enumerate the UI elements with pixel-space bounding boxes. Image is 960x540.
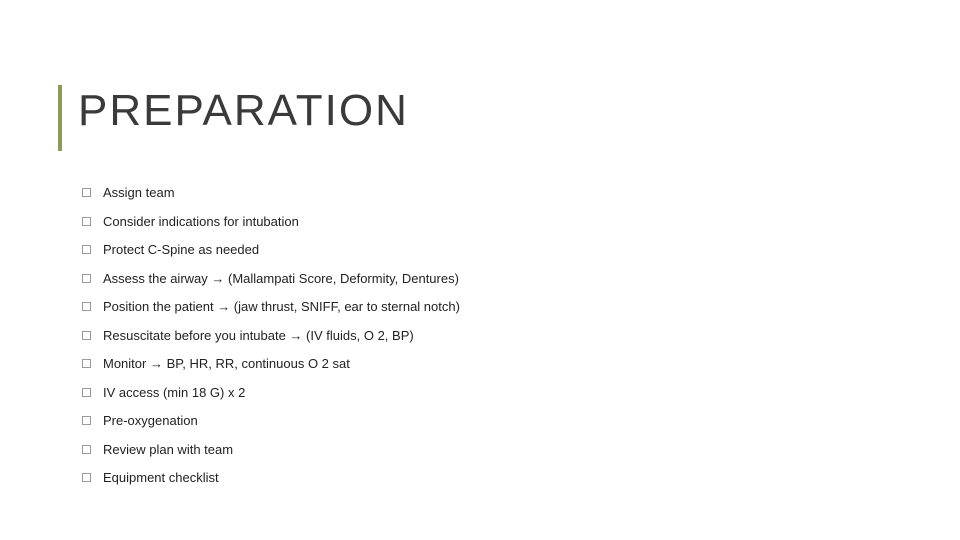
checkbox-icon (82, 445, 91, 454)
title-accent-bar (58, 85, 62, 151)
checklist-item: Resuscitate before you intubate → (IV fl… (82, 329, 460, 342)
slide: PREPARATION Assign team Consider indicati… (0, 0, 960, 540)
checklist-item: Monitor → BP, HR, RR, continuous O 2 sat (82, 357, 460, 370)
checklist-item: Assign team (82, 186, 460, 199)
checkbox-icon (82, 302, 91, 311)
checklist-item: Review plan with team (82, 443, 460, 456)
checklist-item-text: Protect C-Spine as needed (103, 243, 259, 256)
checklist-item-text: Assess the airway → (Mallampati Score, D… (103, 272, 459, 285)
checklist-item-text: Assign team (103, 186, 175, 199)
checklist-item-text: IV access (min 18 G) x 2 (103, 386, 245, 399)
slide-title: PREPARATION (78, 86, 409, 136)
checkbox-icon (82, 473, 91, 482)
checklist-item-text: Review plan with team (103, 443, 233, 456)
checklist-item: Assess the airway → (Mallampati Score, D… (82, 272, 460, 285)
checklist-item: Protect C-Spine as needed (82, 243, 460, 256)
checklist: Assign team Consider indications for intu… (82, 186, 460, 500)
checkbox-icon (82, 388, 91, 397)
checklist-item-text: Equipment checklist (103, 471, 219, 484)
checklist-item-text: Monitor → BP, HR, RR, continuous O 2 sat (103, 357, 350, 370)
checklist-item: Position the patient → (jaw thrust, SNIF… (82, 300, 460, 313)
checkbox-icon (82, 217, 91, 226)
checkbox-icon (82, 274, 91, 283)
checkbox-icon (82, 188, 91, 197)
checkbox-icon (82, 245, 91, 254)
checklist-item-text: Consider indications for intubation (103, 215, 299, 228)
checkbox-icon (82, 416, 91, 425)
checklist-item: Consider indications for intubation (82, 215, 460, 228)
checkbox-icon (82, 331, 91, 340)
checkbox-icon (82, 359, 91, 368)
checklist-item-text: Resuscitate before you intubate → (IV fl… (103, 329, 414, 342)
checklist-item-text: Position the patient → (jaw thrust, SNIF… (103, 300, 460, 313)
checklist-item: Pre-oxygenation (82, 414, 460, 427)
checklist-item: IV access (min 18 G) x 2 (82, 386, 460, 399)
checklist-item-text: Pre-oxygenation (103, 414, 198, 427)
checklist-item: Equipment checklist (82, 471, 460, 484)
